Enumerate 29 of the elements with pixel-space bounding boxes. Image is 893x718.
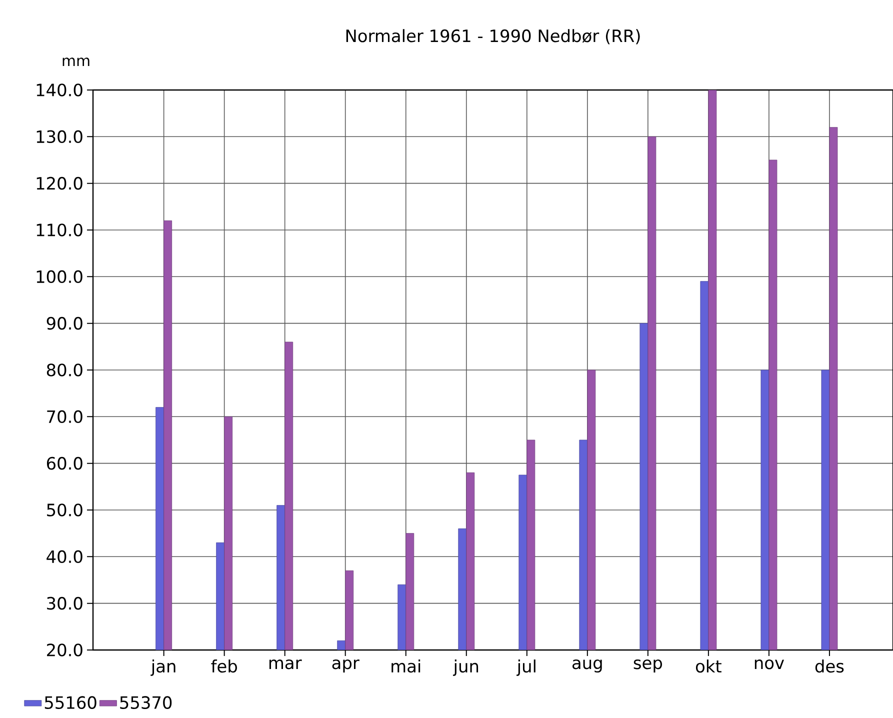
y-tick-label: 90.0 <box>46 316 82 330</box>
y-tick-label: 70.0 <box>47 410 82 424</box>
x-tick-label: apr <box>332 660 360 673</box>
y-tick-label: 60.0 <box>46 456 82 470</box>
y-tick-label: 130.0 <box>36 130 82 144</box>
x-tick-label: okt <box>696 659 722 673</box>
x-tick-label: aug <box>572 660 602 673</box>
y-tick-label: 100.0 <box>36 270 82 284</box>
y-tick-label: 80.0 <box>46 364 82 376</box>
legend-label: 55160 <box>44 696 96 709</box>
y-tick-label: 110.0 <box>36 224 82 236</box>
x-tick-label: feb <box>211 659 237 673</box>
x-tick-label: sep <box>634 660 662 673</box>
y-tick-label: 40.0 <box>46 550 82 564</box>
chart-title: Normaler 1961 - 1990 Nedbør (RR) <box>346 29 640 44</box>
x-tick-label: jul <box>516 659 536 676</box>
y-axis-title: mm <box>62 58 90 66</box>
x-tick-label: jan <box>150 659 176 676</box>
x-tick-label: nov <box>754 660 784 670</box>
y-tick-label: 140.0 <box>36 84 82 96</box>
x-tick-label: jun <box>452 659 478 676</box>
legend-label: 55370 <box>120 696 172 709</box>
y-tick-label: 30.0 <box>47 596 82 610</box>
y-tick-label: 50.0 <box>47 504 82 516</box>
x-tick-label: mar <box>269 660 302 670</box>
y-tick-label: 120.0 <box>36 176 82 190</box>
y-tick-label: 20.0 <box>47 644 82 656</box>
x-tick-label: des <box>815 659 844 673</box>
x-tick-label: mai <box>392 659 420 673</box>
